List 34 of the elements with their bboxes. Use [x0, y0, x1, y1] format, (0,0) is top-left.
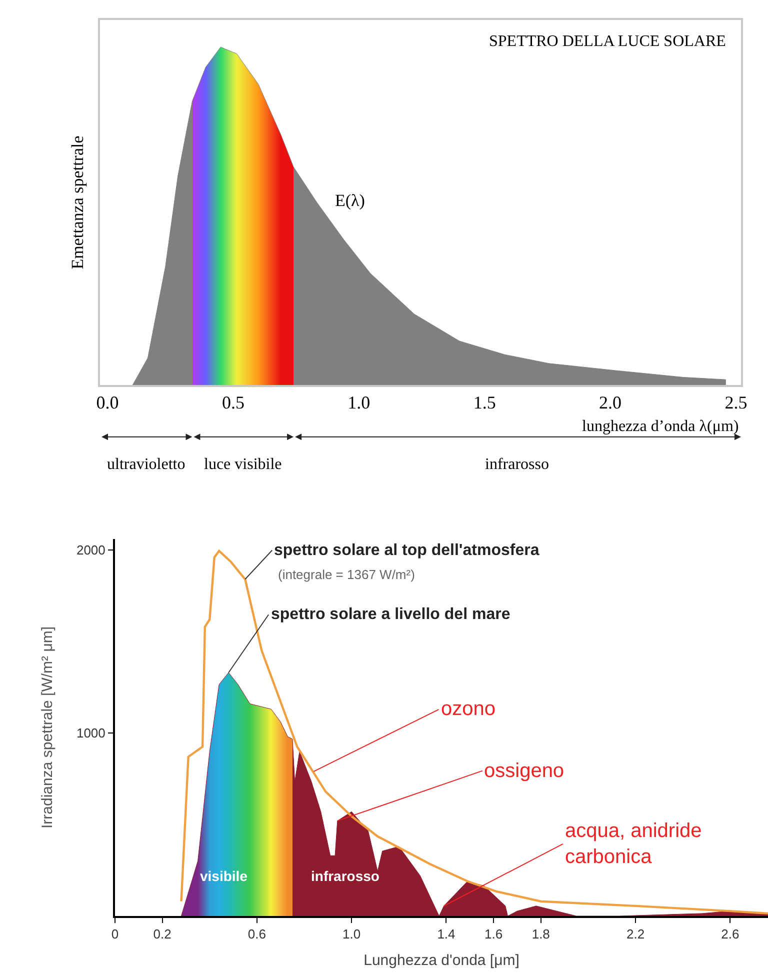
x-tick-label: 1.8 [532, 926, 550, 942]
text: infrarosso [485, 456, 549, 473]
x-axis-title: lunghezza d’onda λ(μm) [582, 418, 739, 435]
x-tick-label: 1.4 [437, 926, 456, 942]
x-tick-label: 1.0 [348, 392, 370, 413]
x-tick-label: 2.6 [721, 926, 740, 942]
y-axis-title: Irradianza spettrale [W/m² μm] [39, 626, 56, 829]
y-tick-label: 2000 [76, 542, 106, 558]
annotation: visibile [200, 868, 248, 884]
annotation: ozono [441, 698, 496, 720]
series-label: E(λ) [335, 191, 365, 210]
x-tick-label: 1.5 [473, 392, 496, 413]
x-tick-label: 0.5 [222, 392, 244, 413]
annotation: infrarosso [311, 868, 380, 884]
x-tick-label: 1.0 [342, 926, 361, 942]
x-tick-label: 0.0 [96, 392, 119, 413]
y-tick-label: 1000 [76, 726, 106, 741]
y-axis-title: Emettanza spettrale [68, 136, 88, 270]
chart-title: SPETTRO DELLA LUCE SOLARE [489, 33, 726, 50]
x-axis-title: Lunghezza d'onda [μm] [364, 952, 520, 970]
text: spettro solare al top dell'atmosfera [274, 542, 540, 559]
x-tick-label: 0.6 [248, 926, 266, 942]
annotation: (integrale = 1367 W/m²) [278, 567, 415, 582]
x-tick-label: 1.6 [484, 926, 503, 942]
x-tick-label: 2.5 [724, 392, 748, 413]
text: luce visibile [204, 456, 282, 473]
annotation: acqua, anidride carbonica [565, 820, 702, 868]
text: ultravioletto [107, 456, 186, 473]
x-tick-label: 2.0 [599, 392, 622, 413]
x-tick-label: 0.2 [153, 926, 172, 942]
text: spettro solare a livello del mare [271, 606, 510, 623]
x-tick-label: 0 [111, 926, 119, 942]
annotation: ossigeno [484, 760, 564, 782]
x-tick-label: 2.2 [626, 926, 645, 942]
